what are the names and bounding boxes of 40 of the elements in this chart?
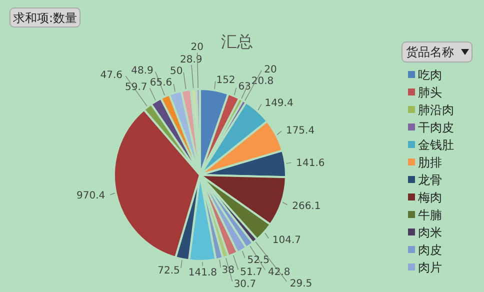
data-label: 51.7 xyxy=(240,267,262,278)
legend-label: 肉片 xyxy=(418,260,442,275)
data-label: 141.8 xyxy=(188,267,218,278)
data-label: 72.5 xyxy=(158,265,180,276)
legend-label: 牛腩 xyxy=(418,208,442,222)
chart-title: 汇总 xyxy=(221,32,253,51)
data-label: 149.4 xyxy=(264,98,294,110)
data-label: 63 xyxy=(238,81,251,92)
data-label: 104.7 xyxy=(272,235,302,246)
data-label: 29.5 xyxy=(290,278,312,290)
legend-label: 梅肉 xyxy=(417,190,442,205)
legend-label: 肉皮 xyxy=(418,243,442,258)
data-label: 20.8 xyxy=(251,76,274,88)
data-label: 30.7 xyxy=(234,278,256,290)
legend-label: 肉米 xyxy=(418,226,442,240)
data-label: 42.8 xyxy=(268,266,290,278)
data-label: 65.6 xyxy=(150,78,172,89)
data-label: 38 xyxy=(222,265,235,276)
data-label: 59.7 xyxy=(125,82,148,94)
legend-label: 金钱肚 xyxy=(418,138,454,152)
data-label: 152 xyxy=(216,74,236,86)
data-label: 50 xyxy=(170,66,183,77)
data-label: 20 xyxy=(264,64,277,76)
legend-label: 龙骨 xyxy=(418,173,442,188)
legend-label: 干肉皮 xyxy=(418,120,454,135)
data-label: 970.4 xyxy=(76,190,106,202)
legend-label: 吃肉 xyxy=(418,68,442,82)
legend-label: 肺沿肉 xyxy=(418,103,454,118)
data-label: 28.9 xyxy=(180,54,202,66)
data-label: 48.9 xyxy=(131,65,154,76)
data-label: 52.5 xyxy=(247,255,270,266)
legend-title: 货品名称 xyxy=(406,45,454,60)
legend-label: 肺头 xyxy=(418,86,442,100)
text: 求和项:数量 xyxy=(12,11,78,26)
data-label: 175.4 xyxy=(286,126,315,137)
data-label: 141.6 xyxy=(296,158,325,169)
data-label: 20 xyxy=(190,42,204,54)
legend-label: 肋排 xyxy=(418,156,442,170)
data-label: 47.6 xyxy=(100,70,123,81)
data-label: 266.1 xyxy=(292,200,321,212)
